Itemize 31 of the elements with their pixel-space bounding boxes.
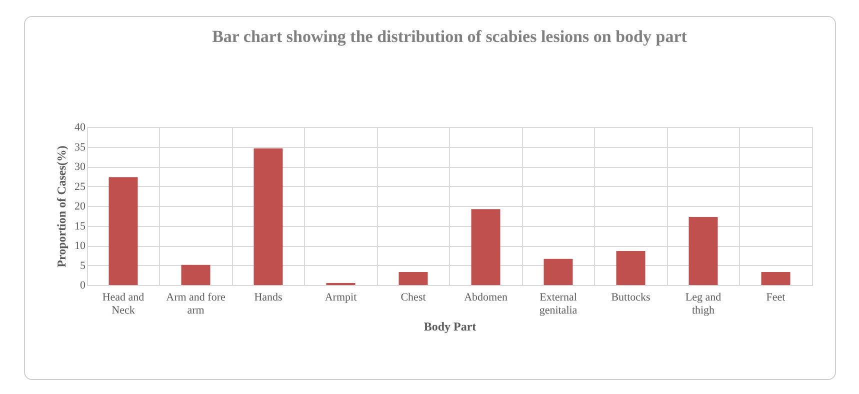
- x-tick-label: Feet: [766, 292, 786, 304]
- bar: [471, 209, 500, 285]
- y-tick-label: 10: [74, 240, 86, 252]
- y-tick-label: 5: [80, 260, 86, 272]
- y-tick-label: 40: [74, 122, 86, 134]
- x-tick-label: Hands: [254, 292, 282, 304]
- x-tick-label: Chest: [400, 292, 426, 304]
- x-axis-title: Body Part: [424, 320, 476, 334]
- y-tick-label: 20: [74, 200, 86, 212]
- chart-title: Bar chart showing the distribution of scabies lesions on body part: [212, 27, 688, 46]
- bar: [761, 272, 790, 285]
- x-tick-label: Head and Neck: [102, 292, 145, 316]
- y-tick-label: 15: [74, 220, 86, 232]
- bar: [181, 264, 210, 285]
- bar: [254, 148, 283, 285]
- x-tick-label: Leg and thigh: [685, 292, 722, 316]
- x-tick-label: External genitalia: [539, 292, 578, 316]
- x-tick-label: Armpit: [324, 292, 357, 304]
- bar: [544, 258, 573, 285]
- y-axis-title: Proportion of Cases(%): [54, 146, 68, 268]
- x-tick-label: Abdomen: [464, 292, 508, 304]
- y-tick-label: 30: [74, 161, 86, 173]
- bar: [398, 272, 428, 285]
- y-tick-label: 0: [80, 280, 86, 292]
- bar: [688, 217, 718, 285]
- x-tick-label: Buttocks: [611, 292, 650, 304]
- y-tick-label: 25: [74, 180, 86, 193]
- bar: [108, 177, 138, 285]
- y-tick-label: 35: [74, 141, 86, 154]
- x-tick-label: Arm and fore arm: [166, 292, 226, 316]
- bar: [616, 251, 646, 285]
